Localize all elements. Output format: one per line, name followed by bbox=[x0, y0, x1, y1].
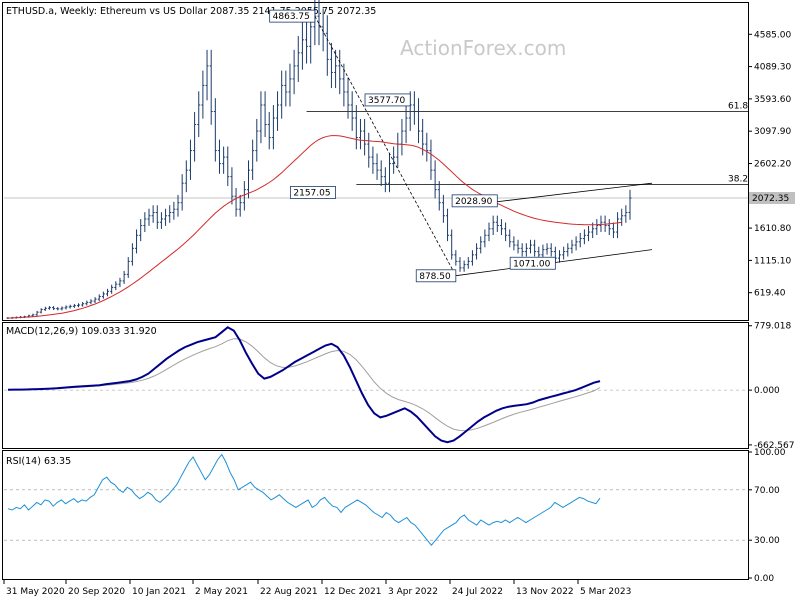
price-annotation: 3577.70 bbox=[364, 93, 411, 107]
macd-title: MACD(12,26,9) 109.033 31.920 bbox=[6, 326, 157, 337]
macd-tick-label: -662.567 bbox=[754, 441, 794, 451]
x-tick-label: 13 Nov 2022 bbox=[516, 587, 574, 597]
rsi-line bbox=[7, 453, 601, 546]
annotation-label: 4863.75 bbox=[273, 12, 310, 22]
price-tick-label: 4585.00 bbox=[754, 30, 791, 40]
x-tick-label: 10 Jan 2021 bbox=[132, 587, 186, 597]
rsi-title: RSI(14) 63.35 bbox=[6, 456, 71, 467]
x-tick-label: 24 Jul 2022 bbox=[452, 587, 503, 597]
symbol-header: ETHUSD.a, Weekly: Ethereum vs US Dollar … bbox=[6, 6, 376, 17]
macd-layer: MACD(12,26,9) 109.033 31.920 779.018 0.000… bbox=[4, 322, 794, 451]
x-tick-label: 31 May 2020 bbox=[6, 587, 65, 597]
x-tick-label: 22 Aug 2021 bbox=[260, 587, 318, 597]
rsi-panel-frame bbox=[2, 450, 749, 580]
annotation-box bbox=[509, 256, 556, 270]
price-panel-frame bbox=[2, 2, 749, 321]
macd-tick-label: 0.000 bbox=[754, 386, 780, 396]
price-annotation: 4863.75 bbox=[269, 9, 316, 23]
price-tick-label: 2602.20 bbox=[754, 159, 791, 169]
annotation-box bbox=[289, 186, 336, 199]
annotation-box bbox=[269, 9, 316, 23]
x-tick-label: 12 Dec 2021 bbox=[324, 587, 382, 597]
price-annotation: 1071.00 bbox=[509, 256, 556, 270]
rsi-tick-label: 100.00 bbox=[754, 448, 786, 458]
annotation-label: 1071.00 bbox=[513, 259, 550, 269]
annotation-box bbox=[451, 194, 498, 208]
watermark: ActionForex.com bbox=[400, 36, 566, 60]
annotation-label: 2157.05 bbox=[293, 188, 330, 198]
fib-level-label: 38.2 bbox=[728, 174, 748, 184]
annotation-box bbox=[364, 93, 411, 107]
annotation-label: 3577.70 bbox=[368, 96, 405, 106]
x-tick-label: 3 Apr 2022 bbox=[388, 587, 438, 597]
x-axis: 31 May 2020 20 Sep 2020 10 Jan 2021 2 May 2… bbox=[3, 580, 631, 597]
current-price-tag bbox=[749, 192, 795, 205]
x-tick-label: 20 Sep 2020 bbox=[68, 587, 125, 597]
channel-upper-line bbox=[488, 182, 653, 204]
annotation-label: 2028.90 bbox=[455, 197, 492, 207]
price-tick-label: 4089.30 bbox=[754, 63, 791, 73]
rsi-tick-label: 30.00 bbox=[754, 536, 780, 546]
macd-signal-line bbox=[7, 338, 601, 432]
price-annotation: 878.50 bbox=[415, 269, 457, 283]
rsi-tick-label: 0.00 bbox=[754, 574, 774, 584]
price-tick-label: 3097.90 bbox=[754, 127, 791, 137]
annotation-label: 878.50 bbox=[419, 272, 451, 282]
rsi-tick-label: 70.00 bbox=[754, 486, 780, 496]
decline-dashed-line bbox=[314, 15, 457, 276]
price-tick-label: 619.40 bbox=[754, 289, 786, 299]
fib-level-label: 61.8 bbox=[728, 102, 748, 112]
macd-line bbox=[7, 326, 601, 444]
macd-tick-label: 779.018 bbox=[754, 322, 791, 332]
price-tick-label: 1610.80 bbox=[754, 224, 791, 234]
rsi-layer: RSI(14) 63.35 100.00 70.00 30.00 0.00 bbox=[4, 448, 786, 584]
price-tick-label: 1115.10 bbox=[754, 256, 791, 266]
macd-panel-frame bbox=[2, 322, 749, 449]
annotation-box bbox=[415, 269, 457, 283]
current-price-label: 2072.35 bbox=[752, 194, 789, 204]
price-annotation: 2157.05 bbox=[289, 186, 336, 199]
moving-average-line bbox=[7, 135, 622, 319]
price-tick-label: 3593.60 bbox=[754, 95, 791, 105]
x-tick-label: 5 Mar 2023 bbox=[580, 587, 631, 597]
price-annotation: 2028.90 bbox=[451, 194, 498, 208]
x-tick-label: 2 May 2021 bbox=[195, 587, 248, 597]
price-layer: 4585.004089.303593.603097.902602.202106.… bbox=[4, 0, 795, 319]
